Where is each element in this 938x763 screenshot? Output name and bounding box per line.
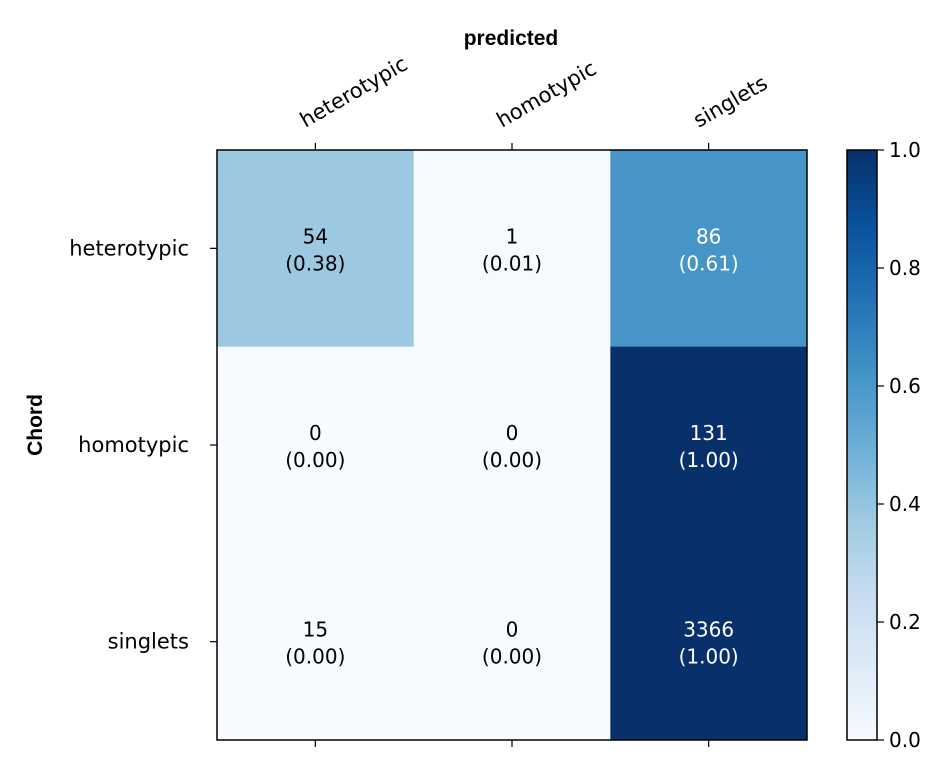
x-tick-label: singlets	[689, 71, 771, 132]
x-tick-label: homotypic	[493, 56, 601, 132]
heatmap-cell	[413, 346, 611, 544]
cell-count-label: 86	[696, 224, 721, 248]
colorbar-tick-label: 1.0	[889, 138, 921, 162]
colorbar-tick-label: 0.2	[889, 610, 921, 634]
colorbar-tick-label: 0.8	[889, 256, 921, 280]
y-axis-label: Chord	[24, 394, 47, 456]
cell-count-label: 54	[303, 224, 328, 248]
heatmap-cell	[217, 543, 415, 741]
colorbar-tick-label: 0.6	[889, 374, 921, 398]
cell-fraction-label: (0.00)	[482, 448, 542, 472]
colorbar-tick-label: 0.0	[889, 728, 921, 752]
y-axis-ticks: heterotypic homotypic singlets	[69, 236, 217, 654]
heatmap-cell-labels: 54 (0.38) 1 (0.01) 86 (0.61) 0 (0.00) 0 (0.00) 131…	[285, 224, 738, 668]
heatmap-cell	[217, 346, 415, 544]
cell-fraction-label: (0.38)	[285, 251, 345, 275]
cell-count-label: 15	[303, 618, 328, 642]
heatmap-cell	[413, 543, 611, 741]
y-tick-label: heterotypic	[69, 236, 189, 260]
cell-fraction-label: (0.00)	[285, 645, 345, 669]
cell-fraction-label: (1.00)	[679, 645, 739, 669]
cell-fraction-label: (0.61)	[679, 251, 739, 275]
heatmap-cells	[217, 150, 808, 741]
colorbar-tick-label: 0.4	[889, 492, 921, 516]
y-tick-label: homotypic	[78, 433, 189, 457]
cell-fraction-label: (0.00)	[285, 448, 345, 472]
cell-count-label: 1	[506, 224, 519, 248]
heatmap-cell	[610, 346, 808, 544]
cell-count-label: 3366	[683, 618, 734, 642]
cell-count-label: 0	[506, 421, 519, 445]
y-tick-label: singlets	[108, 630, 189, 654]
heatmap-cell	[413, 150, 611, 348]
cell-count-label: 0	[309, 421, 322, 445]
cell-fraction-label: (0.00)	[482, 645, 542, 669]
heatmap-cell	[610, 150, 808, 348]
colorbar-ticks: 0.0 0.2 0.4 0.6 0.8 1.0	[877, 138, 921, 752]
heatmap-cell	[610, 543, 808, 741]
chart-title: predicted	[464, 27, 559, 50]
colorbar	[846, 149, 878, 741]
cell-count-label: 131	[690, 421, 728, 445]
cell-fraction-label: (1.00)	[679, 448, 739, 472]
x-tick-label: heterotypic	[296, 52, 412, 133]
heatmap-cell	[217, 150, 415, 348]
cell-count-label: 0	[506, 618, 519, 642]
cell-fraction-label: (0.01)	[482, 251, 542, 275]
